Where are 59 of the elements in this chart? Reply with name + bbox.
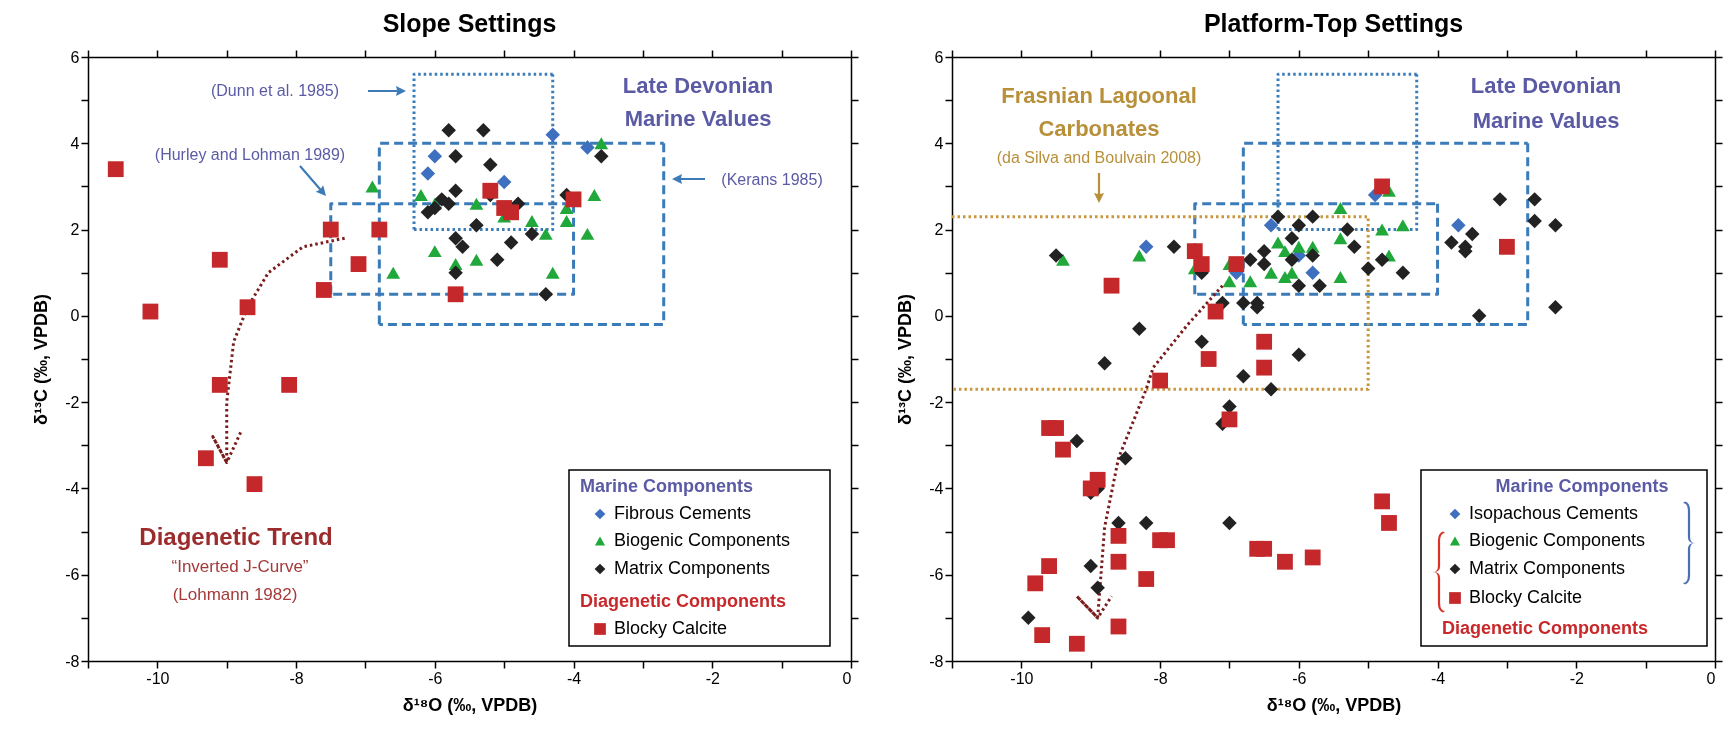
annotation: (Dunn et al. 1985) (210, 82, 340, 99)
annotation: Diagenetic Components (580, 591, 787, 611)
x-tick-label: -10 (1010, 669, 1034, 687)
x-tick-label: 0 (1706, 669, 1716, 687)
x-tick-label: -4 (566, 669, 582, 687)
y-tick-label: 6 (934, 48, 944, 66)
annotation: Late Devonian (1470, 73, 1622, 98)
annotation: (da Silva and Boulvain 2008) (996, 149, 1202, 166)
x-tick-label: -6 (1292, 669, 1307, 687)
y-axis-title: δ¹³C (‰, VPDB) (31, 294, 52, 425)
legend-label: Biogenic Components (1469, 530, 1646, 550)
legend-label: Matrix Components (1469, 558, 1626, 578)
chart-title: Slope Settings (382, 9, 557, 37)
y-tick-label: 4 (934, 134, 944, 152)
y-axis-title: δ¹³C (‰, VPDB) (895, 294, 916, 425)
annotation: Late Devonian (622, 73, 774, 98)
annotation: “Inverted J-Curve” (171, 557, 309, 576)
legend-label: Fibrous Cements (614, 503, 752, 523)
annotation: Diagenetic Components (1441, 618, 1649, 638)
x-tick-label: -6 (428, 669, 443, 687)
y-tick-label: 0 (70, 307, 80, 325)
x-tick-label: -10 (146, 669, 170, 687)
chart-title: Platform-Top Settings (1203, 9, 1464, 37)
annotation: Carbonates (1038, 116, 1160, 141)
y-tick-label: -6 (65, 566, 80, 584)
x-tick-label: -8 (289, 669, 304, 687)
legend-title: Marine Components (580, 476, 754, 496)
annotation: (Hurley and Lohman 1989) (154, 146, 346, 163)
annotation: (Lohmann 1982) (172, 585, 298, 604)
y-tick-label: -8 (929, 652, 944, 670)
x-tick-label: -2 (705, 669, 720, 687)
annotation: Marine Values (1472, 108, 1620, 133)
y-tick-label: -4 (929, 479, 944, 497)
legend-label: Biogenic Components (614, 530, 791, 550)
x-axis-title: δ¹⁸O (‰, VPDB) (1266, 694, 1402, 715)
y-tick-label: 4 (70, 134, 80, 152)
legend-title: Marine Components (1495, 476, 1669, 496)
x-tick-label: -2 (1569, 669, 1584, 687)
annotation: (Kerans 1985) (721, 171, 823, 188)
x-tick-label: -8 (1153, 669, 1168, 687)
legend-label: Isopachous Cements (1469, 503, 1639, 523)
legend-label: Blocky Calcite (1469, 587, 1583, 607)
y-tick-label: 6 (70, 48, 80, 66)
x-axis-title: δ¹⁸O (‰, VPDB) (402, 694, 538, 715)
y-tick-label: -4 (65, 479, 80, 497)
y-tick-label: 0 (934, 307, 944, 325)
annotation: Marine Values (624, 106, 772, 131)
y-tick-label: -6 (929, 566, 944, 584)
y-tick-label: -8 (65, 652, 80, 670)
y-tick-label: -2 (929, 393, 944, 411)
legend-label: Blocky Calcite (614, 618, 728, 638)
y-tick-label: -2 (65, 393, 80, 411)
legend-label: Matrix Components (614, 558, 771, 578)
x-tick-label: 0 (842, 669, 852, 687)
y-tick-label: 2 (934, 221, 944, 239)
annotation: Frasnian Lagoonal (1001, 83, 1197, 108)
x-tick-label: -4 (1430, 669, 1446, 687)
y-tick-label: 2 (70, 221, 80, 239)
annotation: Diagenetic Trend (139, 523, 333, 550)
